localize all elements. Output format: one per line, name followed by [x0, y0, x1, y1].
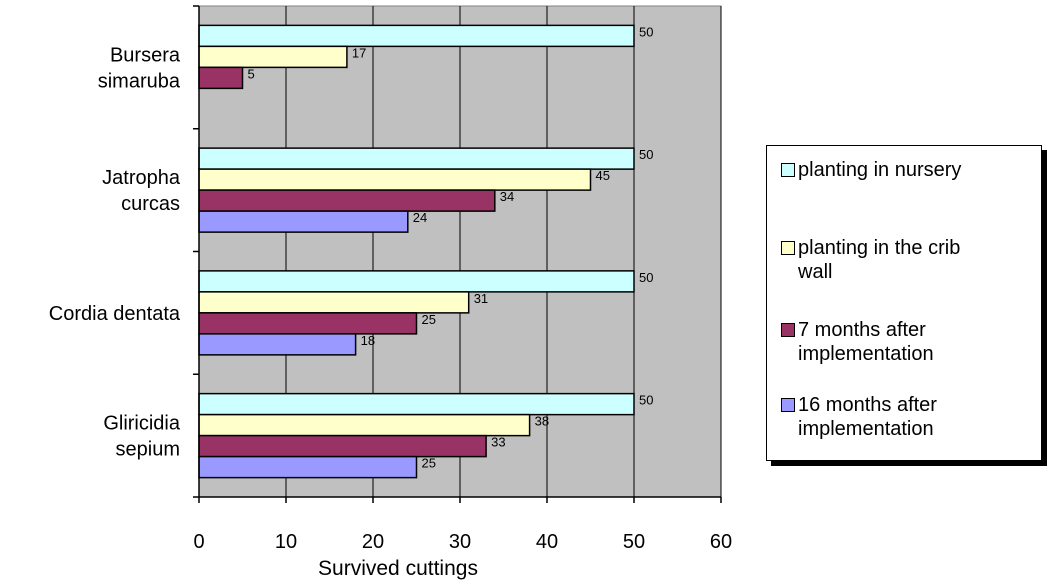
bar-cordia-dentata-16-months-after-implementation — [198, 333, 357, 356]
data-label-cordia-dentata-16-months-after-implementation: 18 — [361, 333, 375, 348]
legend-item-planting-in-nursery: planting in nursery — [781, 158, 1028, 182]
x-tick-labels: 0 10 20 30 40 50 60 — [193, 531, 732, 553]
bar-bursera-simaruba-7-months-after-implementation — [198, 66, 244, 90]
bar-cordia-dentata-7-months-after-implementation — [198, 312, 418, 335]
data-label-gliricidia-sepium-planting-in-nursery: 50 — [639, 393, 653, 408]
category-labels: Bursera simaruba Jatropha curcas Cordia dent… — [49, 44, 181, 460]
category-label-jatropha-curcas: Jatropha curcas — [102, 167, 181, 215]
legend-item-planting-in-the-crib-wall: planting in the crib wall — [781, 236, 1028, 284]
data-label-cordia-dentata-7-months-after-implementation: 25 — [422, 312, 436, 327]
bar-jatropha-curcas-16-months-after-implementation — [198, 210, 409, 233]
data-label-jatropha-curcas-7-months-after-implementation: 34 — [500, 189, 514, 204]
x-tick-label-40: 40 — [536, 531, 558, 553]
category-label-cordia-dentata: Cordia dentata — [49, 303, 181, 325]
legend-swatch — [781, 241, 795, 255]
bar-jatropha-curcas-7-months-after-implementation — [198, 189, 496, 212]
data-labels: 50 17 5 50 45 34 24 50 31 25 18 50 38 33 25 — [248, 24, 654, 470]
legend-label: planting in nursery — [798, 159, 962, 181]
legend-item-16-months-after-implementation: 16 months after implementation — [781, 393, 1028, 441]
bars — [198, 24, 635, 479]
data-label-jatropha-curcas-planting-in-the-crib-wall: 45 — [596, 168, 610, 183]
data-label-gliricidia-sepium-16-months-after-implementation: 25 — [422, 456, 436, 471]
data-label-bursera-simaruba-planting-in-the-crib-wall: 17 — [352, 45, 366, 60]
bar-gliricidia-sepium-16-months-after-implementation — [198, 455, 418, 479]
x-tick-label-0: 0 — [193, 531, 204, 553]
data-label-cordia-dentata-planting-in-the-crib-wall: 31 — [474, 291, 488, 306]
bar-bursera-simaruba-planting-in-the-crib-wall — [198, 45, 348, 69]
x-tick-label-60: 60 — [710, 531, 732, 553]
x-tick-label-10: 10 — [275, 531, 297, 553]
data-label-jatropha-curcas-16-months-after-implementation: 24 — [413, 210, 427, 225]
legend-label: planting in the crib wall — [798, 237, 961, 283]
bar-gliricidia-sepium-planting-in-nursery — [198, 392, 635, 416]
bar-jatropha-curcas-planting-in-nursery — [198, 147, 635, 170]
data-label-bursera-simaruba-planting-in-nursery: 50 — [639, 24, 653, 39]
category-label-bursera-simaruba: Bursera simaruba — [98, 44, 181, 92]
legend-label: 16 months after implementation — [798, 394, 937, 440]
category-label-gliricidia-sepium: Gliricidia sepium — [103, 413, 181, 461]
data-label-gliricidia-sepium-7-months-after-implementation: 33 — [491, 435, 505, 450]
data-label-bursera-simaruba-7-months-after-implementation: 5 — [248, 66, 255, 81]
legend-label: 7 months after implementation — [798, 319, 934, 365]
x-tick-label-30: 30 — [449, 531, 471, 553]
legend: planting in nursery planting in the crib w… — [766, 145, 1042, 461]
x-tick-label-50: 50 — [623, 531, 645, 553]
legend-swatch — [781, 398, 795, 412]
data-label-cordia-dentata-planting-in-nursery: 50 — [639, 270, 653, 285]
data-label-jatropha-curcas-planting-in-nursery: 50 — [639, 147, 653, 162]
x-axis-title: Survived cuttings — [318, 557, 478, 580]
bar-gliricidia-sepium-7-months-after-implementation — [198, 434, 487, 458]
x-tick-label-20: 20 — [362, 531, 384, 553]
legend-swatch — [781, 323, 795, 337]
bar-cordia-dentata-planting-in-nursery — [198, 270, 635, 293]
legend-item-7-months-after-implementation: 7 months after implementation — [781, 318, 1028, 366]
bar-cordia-dentata-planting-in-the-crib-wall — [198, 291, 470, 314]
axes — [193, 5, 722, 503]
data-label-gliricidia-sepium-planting-in-the-crib-wall: 38 — [535, 414, 549, 429]
legend-swatch — [781, 163, 795, 177]
bar-bursera-simaruba-planting-in-nursery — [198, 24, 635, 48]
bar-gliricidia-sepium-planting-in-the-crib-wall — [198, 413, 531, 437]
bar-jatropha-curcas-planting-in-the-crib-wall — [198, 168, 592, 191]
